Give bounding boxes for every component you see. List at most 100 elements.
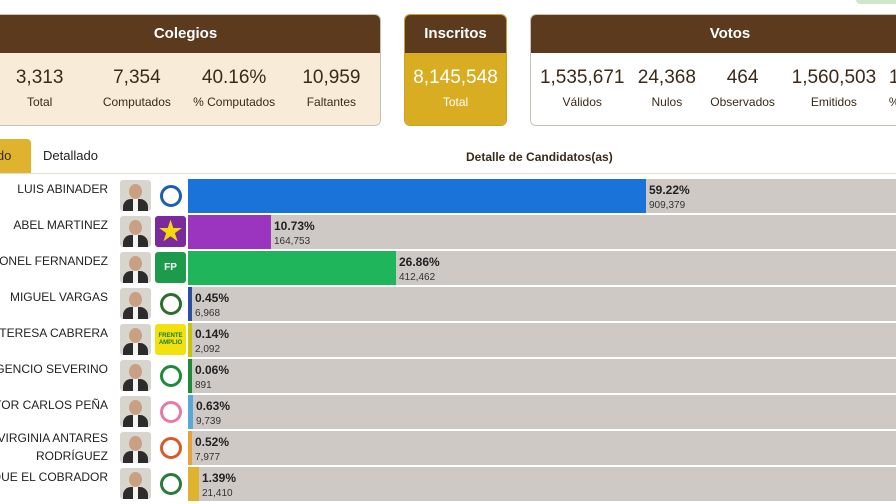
candidate-row: LUIS ABINADER 59.22% 909,379 [0,178,896,213]
stat-value: 10,959 [302,67,361,88]
stat-pct-votos: 19 % [883,53,896,125]
candidate-row: RIA TERESA CABRERA FRENTE AMPLIO 0.14% 2,09… [0,322,896,357]
vote-count: 164,753 [274,236,311,247]
vote-bar-track: 0.63% 9,739 [188,395,896,429]
logo-emblem [159,436,182,459]
vote-bar [188,431,192,465]
stat-faltantes: 10,959 Faltantes [283,53,380,125]
candidate-name: VIRGINIA ANTARES RODRÍGUEZ [0,431,108,464]
vote-bar [188,395,193,429]
votos-title: Votos [531,15,896,53]
stat-label: Computados [102,95,171,109]
stat-value: 8,145,548 [413,67,498,88]
top-accent [856,0,896,4]
candidate-row: VIRGINIA ANTARES RODRÍGUEZ 0.52% 7,977 [0,430,896,465]
vote-bar-track: 10.73% 164,753 [188,215,896,249]
candidate-row: ABEL MARTINEZ ★ 10.73% 164,753 [0,214,896,249]
stat-validos: 1,535,671 Válidos [531,53,633,125]
votos-stats: 1,535,671 Válidos 24,368 Nulos 464 Obser… [531,53,896,125]
stat-value: 7,354 [113,67,161,88]
candidate-row: LEONEL FERNANDEZ FP 26.86% 412,462 [0,250,896,285]
stat-label: Faltantes [306,95,357,109]
candidate-row: ASTOR CARLOS PEÑA 0.63% 9,739 [0,394,896,429]
vote-count: 891 [195,380,212,391]
candidate-photo [120,396,151,427]
top-strip [0,0,896,8]
stat-label: Válidos [562,95,602,109]
logo-emblem [159,292,182,315]
inscritos-title: Inscritos [405,15,506,53]
vote-bar-track: 0.45% 6,968 [188,287,896,321]
stat-label: Observados [710,95,775,109]
candidate-photo [120,216,151,247]
candidate-row: OQUE EL COBRADOR 1.39% 21,410 [0,466,896,501]
vote-bar-track: 0.52% 7,977 [188,431,896,465]
vote-percent: 0.52% [195,435,230,449]
logo-emblem [159,184,182,207]
stat-observados: 464 Observados [700,53,785,125]
stat-total: 3,313 Total [0,53,88,125]
prd-logo [155,288,186,319]
pie-logo [155,180,186,211]
stat-computados: 7,354 Computados [88,53,185,125]
detail-title: Detalle de Candidatos(as) [466,150,613,164]
logo-emblem [159,472,182,495]
dove-logo [155,396,186,427]
vote-bar [188,467,199,501]
stat-value: 19 [889,67,896,89]
stat-label: Total [26,95,53,109]
vote-bar-track: 0.14% 2,092 [188,323,896,357]
stat-label: % [889,95,896,109]
vote-percent: 1.39% [202,471,237,485]
vote-bar-track: 1.39% 21,410 [188,467,896,501]
candidate-row: MIGUEL VARGAS 0.45% 6,968 [0,286,896,321]
vote-count: 412,462 [399,272,436,283]
stat-value: 40.16% [201,67,267,88]
tab-resumido[interactable]: ido [0,139,31,173]
candidate-name: MIGUEL VARGAS [9,290,108,304]
vote-percent: 10.73% [274,219,315,233]
logo-text: FP [164,262,177,273]
logo-emblem [159,364,182,387]
candidate-photo [120,360,151,391]
stat-value: 464 [726,67,759,88]
vote-bar [188,179,646,213]
candidate-photo [120,288,151,319]
vote-bar [188,215,271,249]
vote-count: 7,977 [195,452,221,463]
vote-count: 6,968 [195,308,221,319]
stat-value: 3,313 [15,67,64,88]
candidate-photo [120,252,151,283]
candidate-name: ABEL MARTINEZ [13,218,108,232]
candidate-photo [120,324,151,355]
stat-inscritos-total: 8,145,548 Total [405,53,506,125]
tab-detallado[interactable]: Detallado [43,148,98,163]
logo-text: FRENTE AMPLIO [158,332,183,346]
vote-bar [188,323,192,357]
candidate-name: ULGENCIO SEVERINO [0,362,108,376]
votos-card: Votos 1,535,671 Válidos 24,368 Nulos 464… [530,14,896,126]
candidate-photo [120,468,151,499]
stat-label: Total [442,95,469,109]
candidate-name-line1: VIRGINIA ANTARES [0,431,108,445]
vote-percent: 59.22% [649,183,690,197]
stat-nulos: 24,368 Nulos [633,53,700,125]
view-tabs: ido Detallado [0,139,110,173]
stat-value: 1,560,503 [791,67,877,88]
logo-emblem [159,400,182,423]
candidate-photo [120,432,151,463]
inscritos-stats: 8,145,548 Total [405,53,506,125]
vote-bar-track: 26.86% 412,462 [188,251,896,285]
candidate-name: RIA TERESA CABRERA [0,326,108,340]
vote-bar [188,359,192,393]
colegios-stats: 3,313 Total 7,354 Computados 40.16% % Co… [0,53,380,125]
star-logo: ★ [155,216,186,247]
candidate-name: OQUE EL COBRADOR [0,470,108,484]
stat-label: Nulos [651,95,683,109]
vote-count: 21,410 [202,488,233,499]
fp-logo: FP [155,252,186,283]
candidate-name: ASTOR CARLOS PEÑA [0,398,108,412]
stat-label: Emitidos [810,95,857,109]
pp-map-logo [155,360,186,391]
rings-logo [155,432,186,463]
